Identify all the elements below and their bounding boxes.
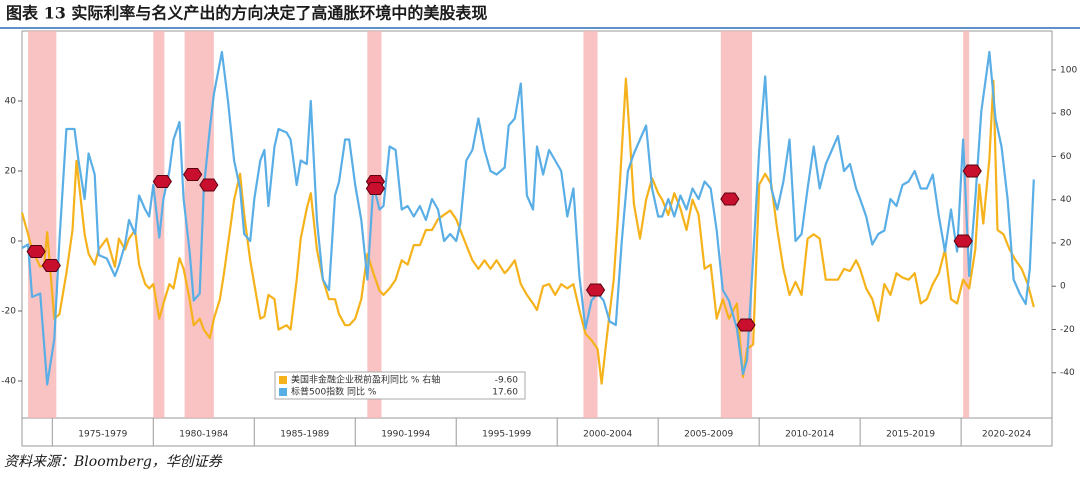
y2-tick-label: 80 bbox=[1060, 109, 1072, 119]
y-tick-label: 20 bbox=[5, 167, 17, 177]
y-tick-label: 0 bbox=[10, 237, 16, 247]
x-tick-label: 1975-1979 bbox=[78, 430, 127, 440]
y-tick-label: -40 bbox=[1, 377, 16, 387]
event-marker bbox=[585, 283, 606, 297]
y2-tick-label: -40 bbox=[1060, 368, 1075, 378]
event-marker bbox=[736, 318, 756, 332]
legend-box bbox=[274, 371, 526, 400]
shaded-period bbox=[184, 31, 214, 418]
event-marker bbox=[365, 182, 386, 195]
x-tick-label: 2015-2019 bbox=[886, 430, 935, 440]
x-tick-label: 1995-1999 bbox=[482, 430, 531, 440]
x-tick-label: 1980-1984 bbox=[179, 430, 228, 440]
plot-frame bbox=[21, 30, 1053, 447]
series-line bbox=[20, 77, 1035, 385]
source-note: 资料来源：Bloomberg，华创证券 bbox=[4, 454, 223, 470]
x-tick-label: 2020-2024 bbox=[982, 430, 1031, 440]
event-marker bbox=[183, 168, 203, 181]
y2-tick-label: -20 bbox=[1060, 325, 1075, 335]
event-marker bbox=[953, 234, 973, 248]
event-marker bbox=[26, 245, 46, 258]
legend-swatch bbox=[279, 388, 287, 396]
x-tick-label: 1990-1994 bbox=[381, 430, 430, 440]
y2-tick-label: 40 bbox=[1060, 195, 1072, 205]
legend: 美国非金融企业税前盈利同比 % 右轴 -9.60 标普500指数 同比 % 17.60 bbox=[274, 371, 526, 400]
x-tick-label: 1985-1989 bbox=[280, 430, 329, 440]
y2-tick-label: 0 bbox=[1060, 282, 1066, 292]
y-tick-label: -20 bbox=[1, 307, 16, 317]
legend-value: -9.60 bbox=[495, 376, 519, 386]
shaded-period bbox=[367, 31, 382, 418]
event-marker bbox=[41, 259, 61, 272]
event-marker bbox=[720, 192, 740, 206]
legend-label: 标普500指数 同比 % bbox=[291, 386, 377, 398]
y2-tick-label: 20 bbox=[1060, 238, 1072, 248]
event-marker bbox=[962, 164, 982, 178]
legend-label: 美国非金融企业税前盈利同比 % 右轴 bbox=[291, 374, 440, 386]
chart-title: 图表 13 实际利率与名义产出的方向决定了高通胀环境中的美股表现 bbox=[6, 4, 487, 23]
event-marker bbox=[199, 178, 219, 192]
y-tick-label: 40 bbox=[5, 97, 17, 107]
shaded-period bbox=[583, 31, 598, 418]
y2-tick-label: 100 bbox=[1060, 65, 1077, 75]
x-tick-label: 2000-2004 bbox=[583, 430, 632, 440]
x-tick-label: 2005-2009 bbox=[684, 430, 733, 440]
event-marker bbox=[152, 175, 172, 188]
y2-tick-label: 60 bbox=[1060, 152, 1072, 162]
legend-swatch bbox=[279, 376, 287, 384]
legend-value: 17.60 bbox=[492, 388, 518, 398]
x-tick-label: 2010-2014 bbox=[785, 430, 834, 440]
series-line bbox=[21, 50, 1035, 386]
